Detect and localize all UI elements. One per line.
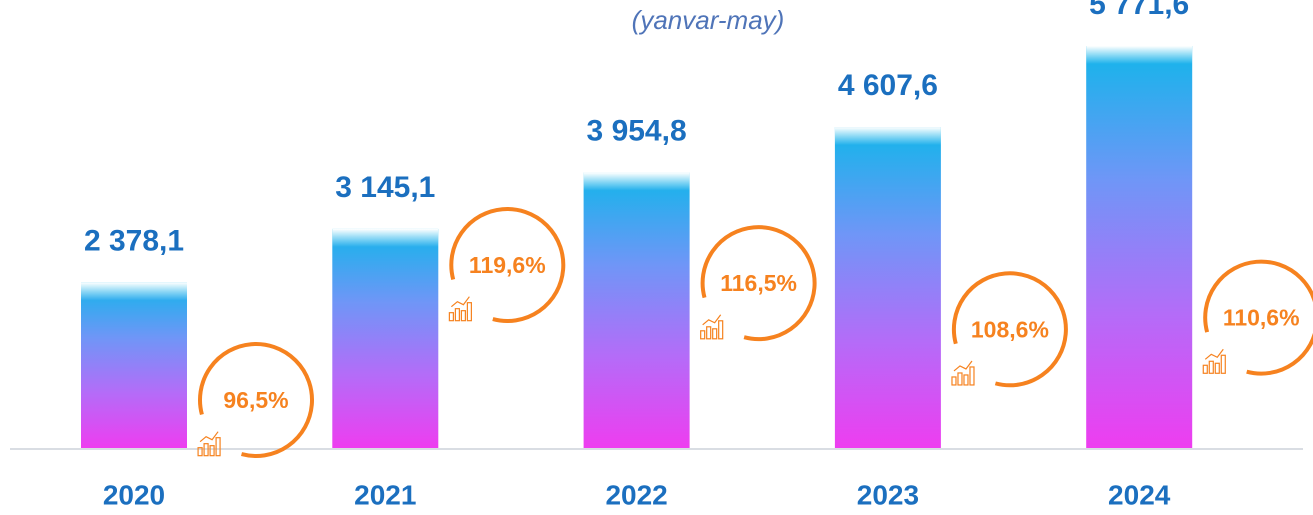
icon-line [1204, 348, 1224, 360]
icon-bar [712, 328, 718, 340]
x-tick-label: 2021 [354, 479, 416, 510]
icon-line [450, 296, 470, 308]
growth-label: 119,6% [469, 252, 546, 278]
bar-fade [583, 172, 690, 191]
bar-fade [81, 282, 187, 301]
icon-bar [454, 308, 460, 322]
value-label: 2 378,1 [84, 224, 184, 257]
bar [834, 127, 941, 449]
bar [332, 228, 439, 448]
icon-bar [1220, 354, 1226, 374]
icon-bar [1214, 362, 1220, 374]
chart-icon [700, 314, 724, 340]
icon-line [199, 431, 219, 443]
icon-bar [460, 310, 466, 322]
bar [583, 172, 690, 448]
value-label: 5 771,6 [1089, 0, 1189, 21]
chart-icon [1202, 348, 1226, 374]
value-label: 3 954,8 [587, 114, 687, 147]
chart-icon [951, 360, 975, 386]
icon-bar [957, 372, 963, 386]
growth-label: 96,5% [223, 387, 288, 413]
growth-label: 110,6% [1223, 305, 1300, 331]
icon-line [953, 360, 973, 372]
value-label: 3 145,1 [335, 171, 435, 204]
icon-bar [209, 445, 215, 457]
x-tick-label: 2020 [103, 479, 165, 510]
icon-bar [718, 320, 724, 340]
icon-line [702, 314, 722, 326]
bar-fade [834, 127, 941, 146]
value-label: 4 607,6 [838, 69, 938, 102]
icon-bar [466, 302, 472, 322]
growth-ring [700, 225, 817, 342]
icon-bar [700, 330, 706, 340]
bar-fade [332, 228, 439, 247]
chart-icon [197, 431, 221, 457]
growth-ring [951, 271, 1068, 388]
growth-label: 116,5% [720, 270, 797, 296]
x-tick-label: 2022 [605, 479, 667, 510]
growth-label: 108,6% [971, 316, 1049, 342]
icon-bar [951, 376, 957, 386]
icon-bar [969, 366, 975, 386]
bar [81, 282, 187, 448]
icon-bar [448, 312, 454, 322]
x-tick-label: 2023 [857, 479, 919, 510]
subtitle: (yanvar-may) [632, 5, 785, 35]
icon-bar [203, 443, 209, 457]
bar [1086, 46, 1193, 448]
growth-ring [198, 342, 314, 458]
bar-fade [1086, 46, 1193, 64]
x-tick-label: 2024 [1108, 479, 1171, 510]
chart-icon [448, 296, 472, 322]
icon-bar [1208, 360, 1214, 374]
icon-bar [963, 374, 969, 386]
icon-bar [1202, 364, 1208, 374]
growth-ring [1203, 259, 1313, 376]
icon-bar [197, 447, 203, 457]
growth-ring [449, 207, 566, 323]
icon-bar [215, 437, 221, 457]
icon-bar [706, 326, 712, 340]
